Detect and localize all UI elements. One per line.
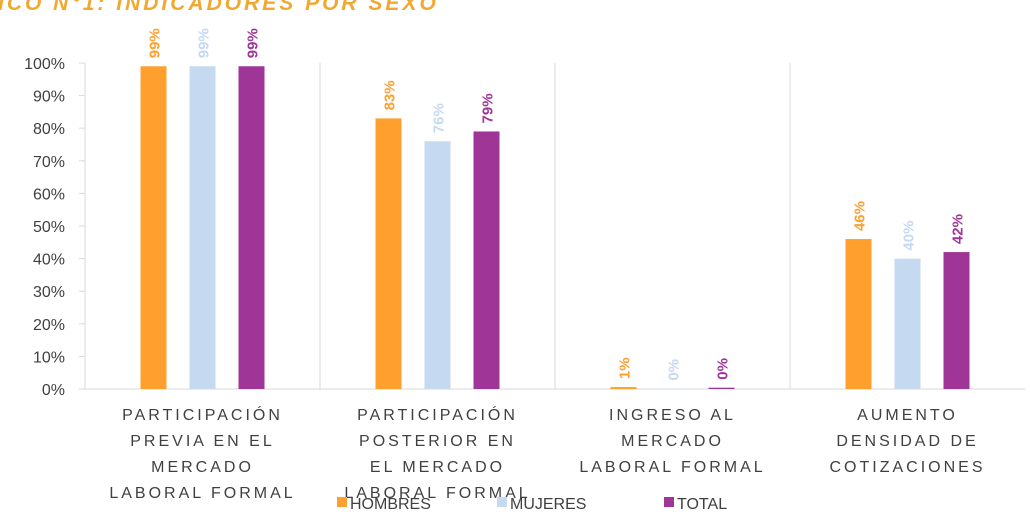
data-label: 76% <box>431 103 448 133</box>
bar <box>708 387 735 389</box>
y-tick-label: 50% <box>33 219 65 236</box>
bar <box>375 118 402 390</box>
y-tick-label: 20% <box>33 317 65 334</box>
x-tick-label: INGRESO AL MERCADO LABORAL FORMAL <box>579 407 765 476</box>
data-label: 0% <box>666 359 683 381</box>
y-tick-label: 0% <box>42 382 65 399</box>
bar <box>845 239 872 389</box>
bar <box>894 258 921 389</box>
y-tick-label: 70% <box>33 154 65 171</box>
legend-label: MUJERES <box>510 496 586 513</box>
y-tick-label: 90% <box>33 89 65 106</box>
y-tick-label: 80% <box>33 121 65 138</box>
legend-swatch <box>497 497 507 507</box>
y-tick-label: 100% <box>24 56 65 73</box>
chart-title: ICO N°1: INDICADORES POR SEXO <box>0 0 439 15</box>
bar <box>610 387 637 389</box>
bar <box>238 66 265 389</box>
x-tick-label: AUMENTO DENSIDAD DE COTIZACIONES <box>829 407 985 476</box>
data-label: 1% <box>617 357 634 379</box>
y-tick-label: 30% <box>33 284 65 301</box>
data-label: 99% <box>245 28 262 58</box>
y-tick-label: 60% <box>33 186 65 203</box>
data-label: 42% <box>950 214 967 244</box>
y-tick-label: 40% <box>33 252 65 269</box>
data-label: 99% <box>147 28 164 58</box>
x-tick-label: PARTICIPACIÓN PREVIA EN EL MERCADO LABORAL … <box>109 405 295 502</box>
legend-swatch <box>664 497 674 507</box>
bar <box>189 66 216 389</box>
data-label: 46% <box>852 201 869 231</box>
bar <box>424 141 451 389</box>
data-label: 83% <box>382 80 399 110</box>
data-label: 99% <box>196 28 213 58</box>
bar <box>473 131 500 389</box>
data-label: 0% <box>715 358 732 380</box>
bar <box>943 252 970 389</box>
legend-label: HOMBRES <box>350 496 431 513</box>
data-label: 79% <box>480 93 497 123</box>
legend-label: TOTAL <box>677 496 727 513</box>
bar <box>140 66 167 389</box>
legend-swatch <box>337 497 347 507</box>
data-label: 40% <box>901 221 918 251</box>
x-tick-label: PARTICIPACIÓN POSTERIOR EN EL MERCADO LABOR… <box>344 405 530 502</box>
y-tick-label: 10% <box>33 349 65 366</box>
